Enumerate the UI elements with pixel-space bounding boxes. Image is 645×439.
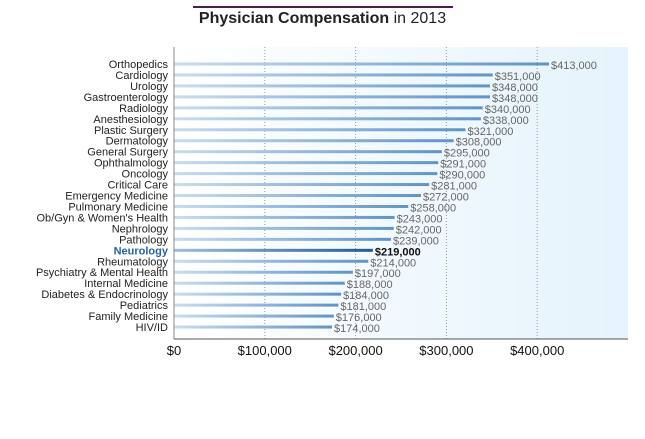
bar xyxy=(174,139,454,143)
bar xyxy=(174,84,490,88)
value-label: $348,000 xyxy=(492,93,538,105)
bar xyxy=(174,62,550,66)
value-label: $338,000 xyxy=(483,115,529,127)
category-label: Ophthalmology xyxy=(94,158,168,170)
category-label: Psychiatry & Mental Health xyxy=(36,267,168,279)
value-label: $242,000 xyxy=(396,224,442,236)
category-label: HIV/ID xyxy=(136,322,168,334)
category-label: Pediatrics xyxy=(120,300,169,312)
category-label: Internal Medicine xyxy=(84,278,168,290)
bar xyxy=(174,128,466,132)
bar xyxy=(174,117,481,121)
bar xyxy=(174,161,439,165)
value-label: $197,000 xyxy=(355,268,401,280)
title-bold: Physician Compensation xyxy=(198,10,390,27)
category-label: Family Medicine xyxy=(89,311,168,323)
category-label: Critical Care xyxy=(107,180,168,192)
x-tick-label: $400,000 xyxy=(510,343,564,358)
value-label: $214,000 xyxy=(370,257,416,269)
category-label: Orthopedics xyxy=(109,59,169,71)
bar xyxy=(174,259,369,263)
value-label: $413,000 xyxy=(551,60,597,72)
category-label: Ob/Gyn & Women's Health xyxy=(36,212,168,224)
chart-title: Physician Compensation in 2013 xyxy=(0,10,645,28)
value-label: $281,000 xyxy=(431,181,477,193)
value-label: $348,000 xyxy=(492,82,538,94)
bar xyxy=(174,325,332,329)
value-label: $295,000 xyxy=(444,148,490,160)
value-label: $184,000 xyxy=(343,290,389,302)
value-label: $272,000 xyxy=(423,192,469,204)
value-label: $340,000 xyxy=(485,104,531,116)
bar xyxy=(174,314,334,318)
category-label: Urology xyxy=(130,81,168,93)
category-label: Pathology xyxy=(119,234,168,246)
value-label: $351,000 xyxy=(495,71,541,83)
category-label: Rheumatology xyxy=(97,256,168,268)
x-tick-label: $200,000 xyxy=(328,343,382,358)
value-label: $219,000 xyxy=(375,246,421,258)
category-label: General Surgery xyxy=(87,147,168,159)
value-label: $308,000 xyxy=(456,137,502,149)
value-label: $188,000 xyxy=(347,279,393,291)
category-label: Pulmonary Medicine xyxy=(68,201,168,213)
bar xyxy=(174,73,493,77)
value-label: $291,000 xyxy=(440,159,486,171)
bar xyxy=(174,237,392,241)
x-tick-label: $300,000 xyxy=(419,343,473,358)
title-rest: in 2013 xyxy=(389,10,447,27)
bar xyxy=(174,204,409,208)
category-label: Neurology xyxy=(114,245,169,257)
x-tick-label: $100,000 xyxy=(238,343,292,358)
value-label: $174,000 xyxy=(334,323,380,335)
value-label: $290,000 xyxy=(439,170,485,182)
value-label: $181,000 xyxy=(340,301,386,313)
bar xyxy=(174,194,421,198)
category-label: Radiology xyxy=(119,103,168,115)
x-tick-label: $0 xyxy=(167,343,181,358)
bar xyxy=(174,215,395,219)
bar xyxy=(174,303,339,307)
bar xyxy=(174,248,373,252)
category-label: Dermatology xyxy=(106,136,169,148)
bar xyxy=(174,95,490,99)
value-label: $243,000 xyxy=(397,213,443,225)
bar xyxy=(174,270,353,274)
title-rule xyxy=(193,6,453,8)
bar xyxy=(174,292,342,296)
bar xyxy=(174,106,483,110)
category-label: Plastic Surgery xyxy=(94,125,168,137)
category-label: Emergency Medicine xyxy=(65,191,168,203)
bar xyxy=(174,172,438,176)
category-label: Nephrology xyxy=(112,223,169,235)
category-label: Anesthesiology xyxy=(93,114,168,126)
category-label: Gastroenterology xyxy=(84,92,169,104)
bar xyxy=(174,281,345,285)
value-label: $258,000 xyxy=(410,202,456,214)
bar xyxy=(174,226,394,230)
category-label: Oncology xyxy=(122,169,169,181)
value-label: $239,000 xyxy=(393,235,439,247)
category-label: Cardiology xyxy=(115,70,168,82)
value-label: $176,000 xyxy=(336,312,382,324)
bar xyxy=(174,183,430,187)
category-label: Diabetes & Endocrinology xyxy=(41,289,168,301)
value-label: $321,000 xyxy=(467,126,513,138)
bar xyxy=(174,150,442,154)
